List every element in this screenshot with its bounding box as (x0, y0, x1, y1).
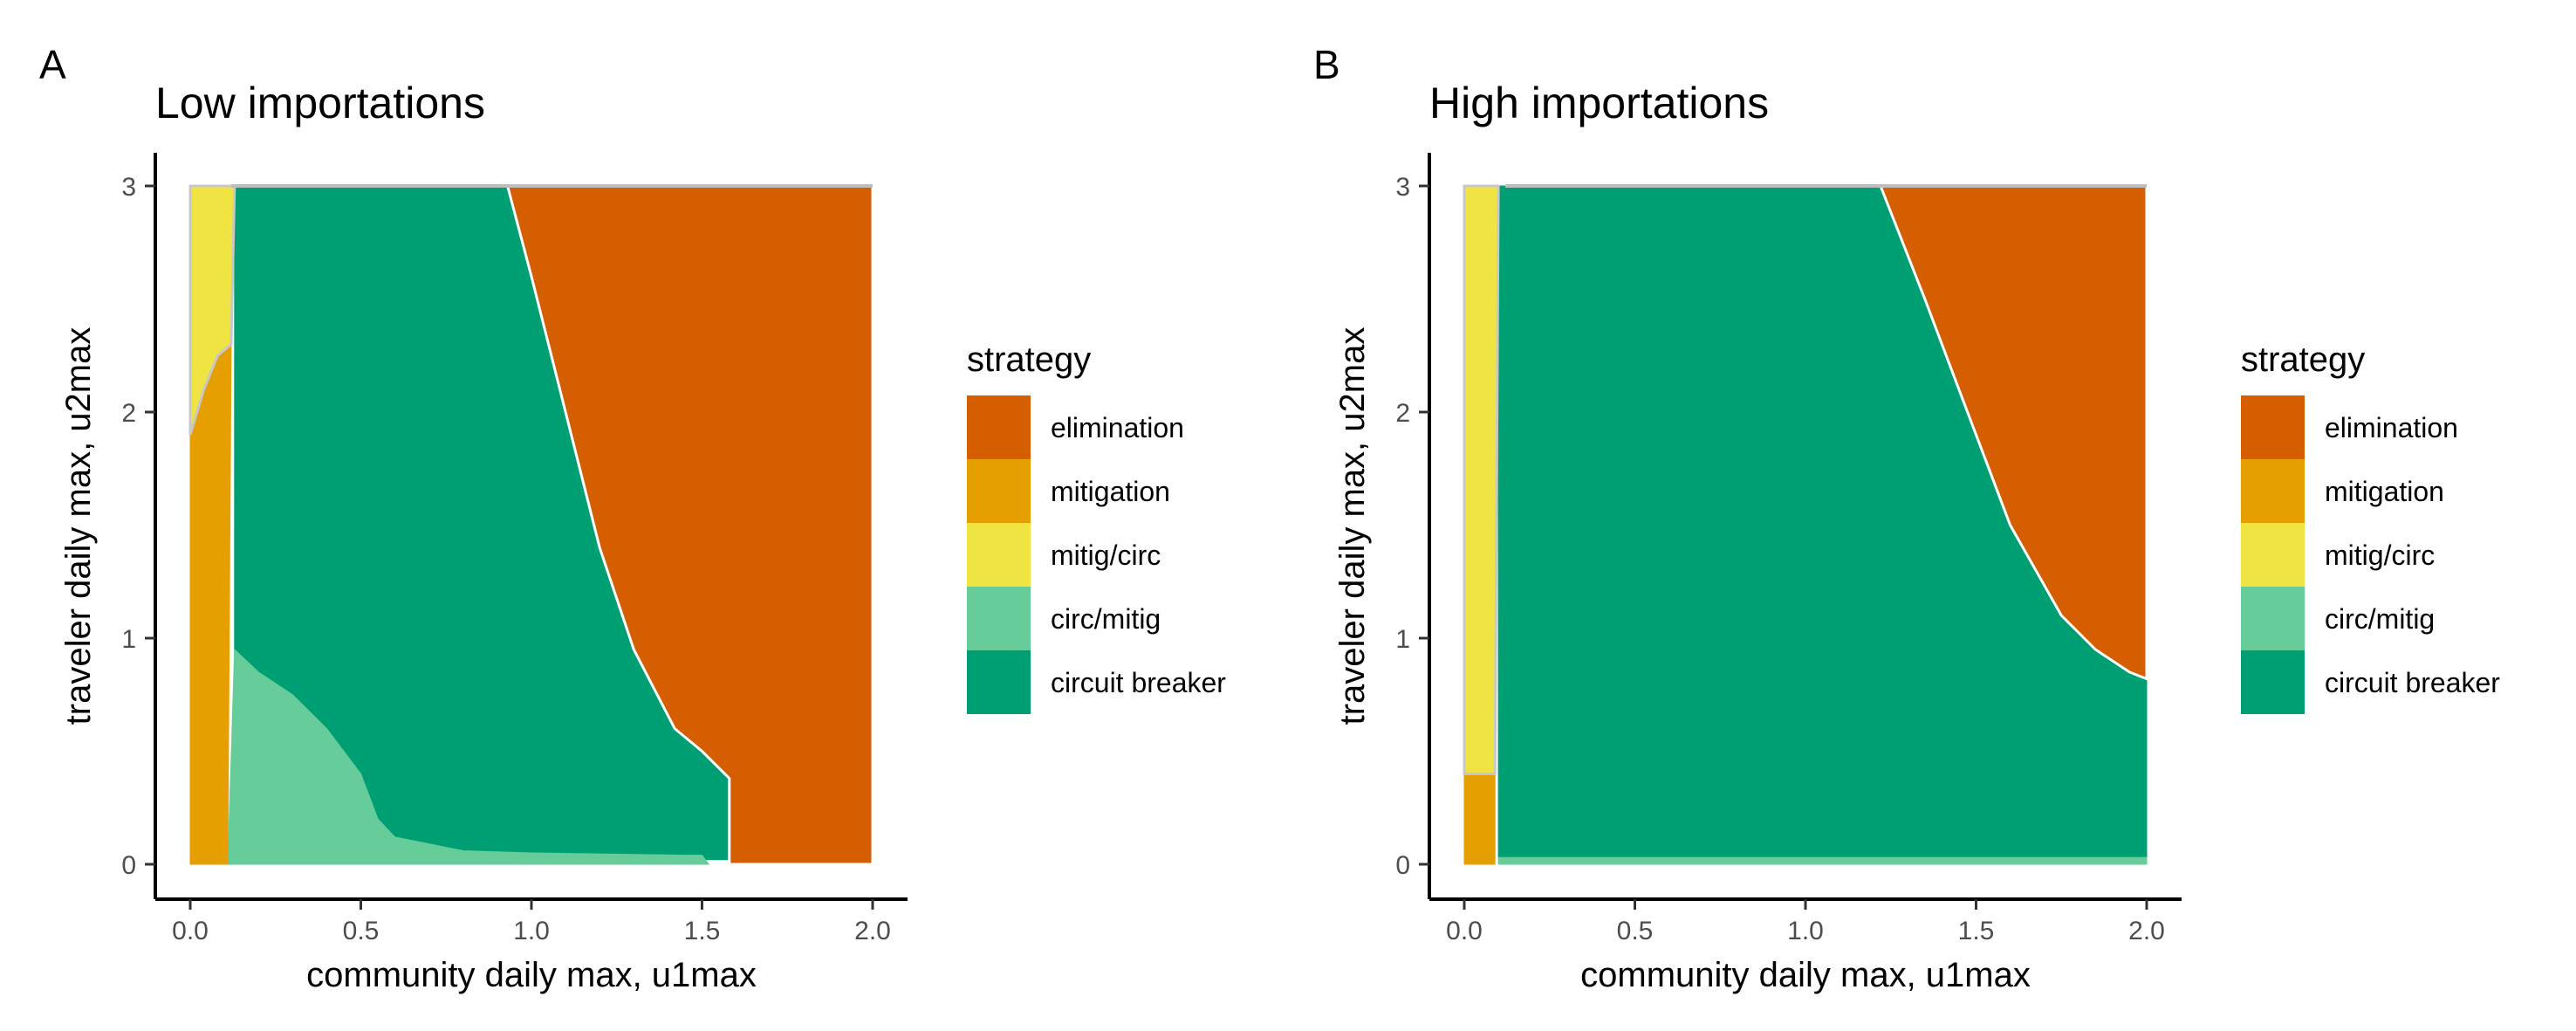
region-circ-mitig (227, 648, 710, 865)
legend-label: circ/mitig (1051, 603, 1161, 635)
boundary-elimination (505, 184, 874, 866)
y-tick-label: 2 (1395, 399, 1410, 428)
legend-label: circuit breaker (2325, 667, 2500, 698)
legend-label: elimination (1051, 412, 1184, 443)
panel-a: 0.0 0.5 1.0 1.5 2.0 0 1 2 3 community daily max, … (39, 42, 1226, 994)
legend-swatch (2241, 587, 2305, 650)
y-axis-label: traveler daily max, u2max (1333, 327, 1372, 725)
panel-b: 0.0 0.5 1.0 1.5 2.0 0 1 2 3 community daily max, … (1313, 42, 2500, 994)
region-mitigation (1463, 773, 1496, 865)
panel-label: B (1313, 42, 1340, 87)
y-tick-label: 3 (1395, 173, 1410, 202)
x-tick-label: 1.5 (1958, 917, 1995, 945)
y-tick-label: 1 (121, 625, 136, 654)
y-axis-label: traveler daily max, u2max (59, 327, 98, 725)
legend-swatch (967, 587, 1031, 650)
panel-label: A (39, 42, 66, 87)
x-tick-label: 0.5 (1617, 917, 1654, 945)
legend-swatch (967, 650, 1031, 714)
region-mitigation (189, 343, 232, 865)
region-circ-mitig (1497, 856, 2148, 865)
legend: strategy elimination mitigation mitig/circ c… (2241, 340, 2500, 714)
y-tick-label: 0 (1395, 851, 1410, 880)
legend-swatch (2241, 523, 2305, 587)
boundary-elimination (1878, 184, 2148, 681)
legend-label: elimination (2325, 412, 2458, 443)
y-tick-label: 3 (121, 173, 136, 202)
legend-label: mitig/circ (1051, 540, 1161, 571)
y-tick-label: 2 (121, 399, 136, 428)
region-mitig-circ (1463, 185, 1499, 774)
boundary-mitig-circ (188, 184, 236, 436)
legend-swatch (2241, 395, 2305, 459)
legend-swatch (2241, 650, 2305, 714)
legend: strategy elimination mitigation mitig/circ c… (967, 340, 1226, 714)
legend-label: mitig/circ (2325, 540, 2435, 571)
legend-swatch (967, 395, 1031, 459)
y-tick-label: 0 (121, 851, 136, 880)
chart-title: Low importations (155, 79, 485, 127)
legend-title: strategy (967, 340, 1091, 379)
x-tick-label: 0.0 (172, 917, 209, 945)
legend-swatch (2241, 459, 2305, 523)
x-tick-label: 1.5 (684, 917, 721, 945)
x-tick-label: 0.5 (343, 917, 380, 945)
chart-title: High importations (1429, 79, 1769, 127)
legend-label: mitigation (2325, 476, 2444, 507)
x-tick-label: 1.0 (1787, 917, 1824, 945)
legend-label: mitigation (1051, 476, 1170, 507)
legend-title: strategy (2241, 340, 2365, 379)
x-tick-label: 1.0 (513, 917, 550, 945)
boundary-mitig-circ (1463, 184, 1500, 775)
x-tick-label: 2.0 (854, 917, 891, 945)
x-axis-label: community daily max, u1max (306, 956, 757, 994)
y-tick-label: 1 (1395, 625, 1410, 654)
legend-swatch (967, 459, 1031, 523)
legend-swatch (967, 523, 1031, 587)
legend-label: circ/mitig (2325, 603, 2435, 635)
x-tick-label: 2.0 (2128, 917, 2165, 945)
x-axis-label: community daily max, u1max (1580, 956, 2031, 994)
x-tick-label: 0.0 (1446, 917, 1483, 945)
legend-label: circuit breaker (1051, 667, 1226, 698)
